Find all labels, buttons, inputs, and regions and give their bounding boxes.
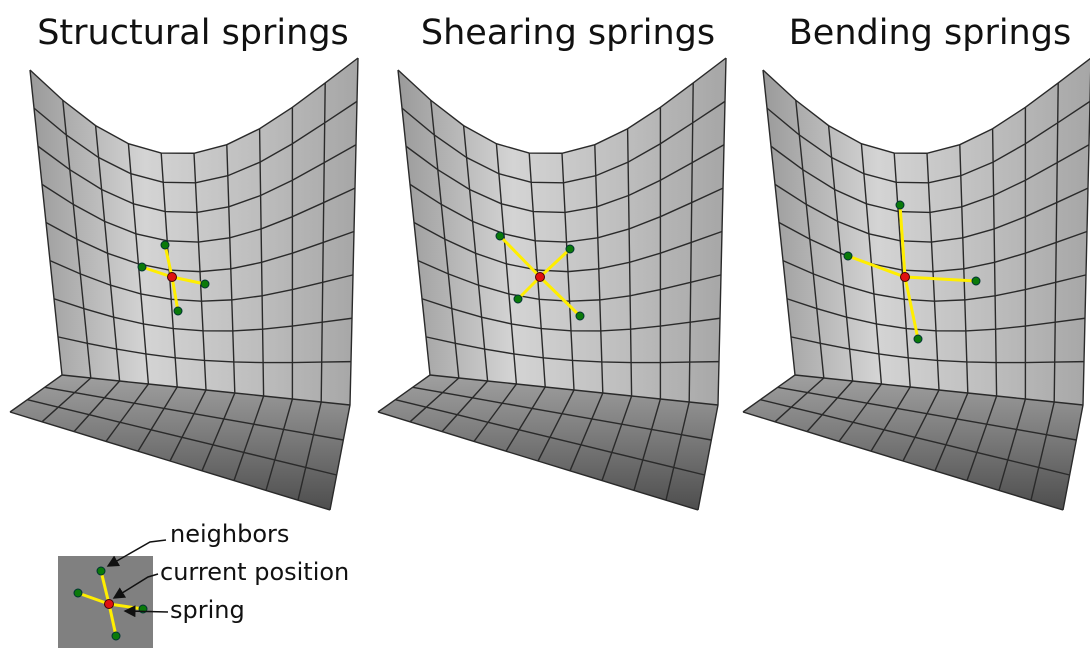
current-node: [535, 272, 545, 282]
current-node: [167, 272, 177, 282]
spring: [498, 234, 542, 279]
spring: [171, 275, 206, 286]
neighbor-node: [160, 240, 170, 250]
mesh-line: [537, 153, 575, 462]
mesh-line: [806, 125, 854, 433]
legend-label: spring: [170, 596, 245, 624]
mesh-line: [297, 82, 326, 501]
mesh-line: [838, 143, 883, 442]
cloth-wall: [763, 58, 1090, 405]
mesh-line: [774, 100, 825, 423]
mesh-line: [9, 69, 63, 413]
mesh-line: [137, 153, 178, 452]
meshes: [9, 57, 1090, 511]
panel-title: Shearing springs: [421, 13, 715, 53]
legend: neighbors current position spring: [58, 520, 349, 648]
neighbor-node: [495, 231, 505, 241]
mesh-line: [697, 57, 727, 511]
spring: [898, 204, 907, 278]
mesh-line: [233, 128, 265, 481]
mesh-line: [41, 100, 92, 423]
mesh-line: [934, 144, 969, 472]
neighbor-node: [513, 294, 523, 304]
neighbor-node: [971, 276, 981, 286]
legend-label: neighbors: [170, 520, 289, 548]
mesh-line: [265, 107, 294, 491]
spring: [538, 247, 572, 279]
mesh-line: [966, 128, 998, 481]
mesh-line: [73, 125, 121, 433]
mesh-line: [201, 144, 236, 472]
spring: [903, 276, 920, 340]
mesh-line: [441, 125, 489, 433]
legend-label: current position: [160, 558, 349, 586]
neighbor-node: [173, 306, 183, 316]
mesh-line: [633, 107, 662, 491]
mesh-line: [998, 107, 1027, 491]
mesh-line: [329, 57, 359, 511]
mesh-line: [902, 153, 940, 462]
neighbor-node: [565, 244, 575, 254]
neighbor-node: [575, 311, 585, 321]
mesh-line: [505, 153, 546, 452]
neighbor-node: [843, 251, 853, 261]
panel-title: Structural springs: [37, 13, 349, 53]
panel-title: Bending springs: [789, 13, 1071, 53]
cloth-wall: [30, 58, 358, 405]
mesh-line: [742, 69, 796, 413]
spring: [141, 265, 173, 279]
mesh-line: [377, 69, 431, 413]
spring: [847, 254, 906, 279]
mesh-line: [601, 128, 633, 481]
mesh-line: [569, 144, 604, 472]
mesh-line: [665, 82, 694, 501]
spring: [170, 276, 180, 312]
mesh-line: [105, 143, 150, 442]
neighbor-node: [895, 200, 905, 210]
mesh-line: [169, 153, 207, 462]
neighbor-node: [200, 279, 210, 289]
neighbor-node: [913, 334, 923, 344]
mesh-line: [409, 100, 460, 423]
spring: [538, 275, 582, 318]
spring: [163, 244, 174, 278]
mesh-line: [1062, 71, 1090, 511]
mesh-line: [473, 143, 518, 442]
current-node: [900, 272, 910, 282]
spring: [904, 275, 977, 283]
spring: [516, 275, 542, 301]
mesh-line: [1030, 82, 1059, 501]
cloth-wall: [398, 58, 726, 405]
neighbor-node: [137, 262, 147, 272]
